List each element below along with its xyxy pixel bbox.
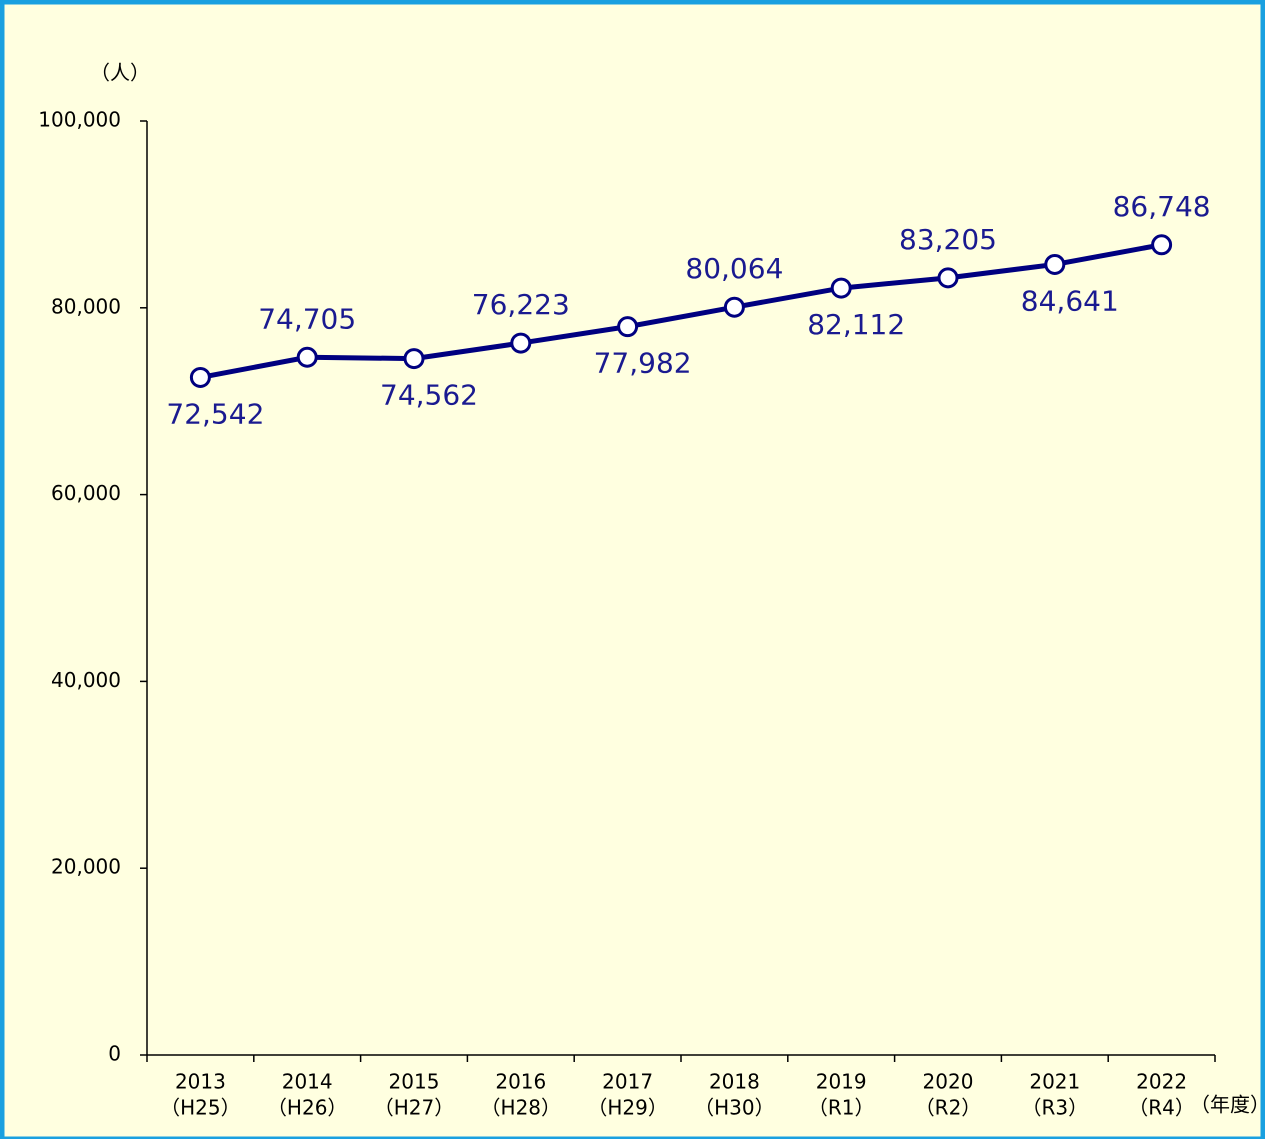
x-tick-label: 2017 <box>602 1070 653 1094</box>
data-label: 82,112 <box>807 308 905 341</box>
data-point <box>937 267 959 289</box>
x-tick-label: （H26） <box>267 1096 348 1120</box>
data-point <box>830 277 852 299</box>
x-tick-label: 2022 <box>1136 1070 1187 1094</box>
x-tick-label: （R3） <box>1021 1096 1088 1120</box>
y-tick-label: 40,000 <box>51 668 121 692</box>
y-tick-label: 80,000 <box>51 294 121 318</box>
x-tick-label: （H27） <box>374 1096 455 1120</box>
data-point <box>296 346 318 368</box>
data-label: 77,982 <box>594 347 692 380</box>
x-tick-label: （H29） <box>587 1096 668 1120</box>
x-tick-label: （R1） <box>808 1096 875 1120</box>
data-line <box>199 242 1163 380</box>
x-tick-label: 2014 <box>282 1070 333 1094</box>
data-label: 74,562 <box>380 379 478 412</box>
x-tick-label: （H30） <box>694 1096 775 1120</box>
data-point <box>1151 234 1173 256</box>
x-tick-label: （R2） <box>915 1096 982 1120</box>
data-point <box>723 296 745 318</box>
data-point <box>510 332 532 354</box>
x-axis-label: （年度） <box>1190 1093 1265 1117</box>
x-tick-label: （H25） <box>160 1096 241 1120</box>
y-axis-label: （人） <box>90 61 150 85</box>
data-label: 83,205 <box>899 223 997 256</box>
x-tick-label: 2019 <box>816 1070 867 1094</box>
x-tick-label: 2018 <box>709 1070 760 1094</box>
y-tick-label: 0 <box>108 1042 121 1066</box>
data-label: 74,705 <box>258 302 356 335</box>
data-label: 84,641 <box>1021 284 1119 317</box>
x-tick-label: 2013 <box>175 1070 226 1094</box>
x-tick-label: （H28） <box>481 1096 562 1120</box>
data-label: 76,223 <box>472 288 570 321</box>
data-label: 72,542 <box>166 397 264 430</box>
data-label: 80,064 <box>685 252 783 285</box>
x-tick-label: 2021 <box>1029 1070 1080 1094</box>
data-label: 86,748 <box>1113 190 1211 223</box>
x-tick-label: 2020 <box>923 1070 974 1094</box>
data-point <box>403 348 425 370</box>
y-tick-label: 100,000 <box>38 108 121 132</box>
y-tick-label: 20,000 <box>51 855 121 879</box>
x-tick-label: （R4） <box>1128 1096 1195 1120</box>
data-point <box>1044 253 1066 275</box>
x-tick-label: 2015 <box>389 1070 440 1094</box>
y-tick-label: 60,000 <box>51 481 121 505</box>
x-tick-label: 2016 <box>495 1070 546 1094</box>
data-point <box>189 366 211 388</box>
data-point <box>617 316 639 338</box>
